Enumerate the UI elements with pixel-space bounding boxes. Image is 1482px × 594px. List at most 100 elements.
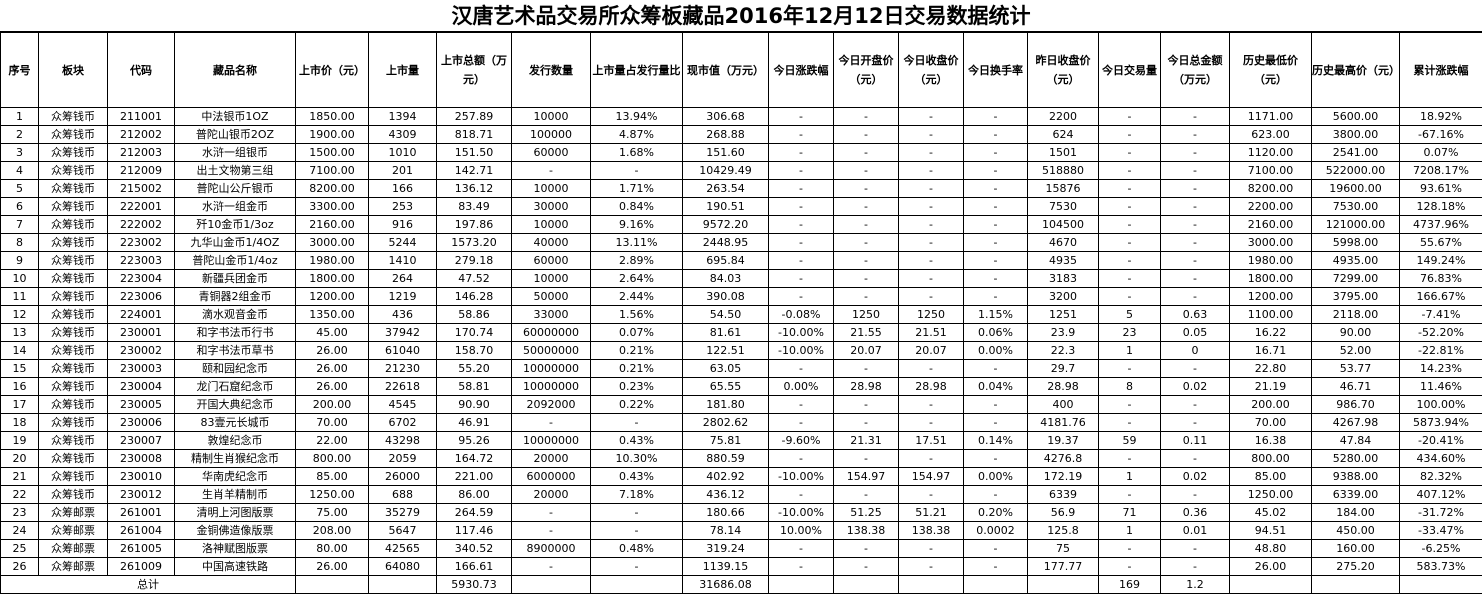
total-empty-cell	[369, 576, 437, 594]
table-cell: 4.87%	[591, 126, 683, 144]
table-cell: -	[899, 180, 964, 198]
table-cell: -9.60%	[769, 432, 834, 450]
table-cell: 0.04%	[964, 378, 1028, 396]
table-cell: 201	[369, 162, 437, 180]
table-cell: 2200.00	[1230, 198, 1312, 216]
table-cell: 48.80	[1230, 540, 1312, 558]
table-cell: 223006	[108, 288, 175, 306]
table-cell: 众筹钱币	[39, 432, 108, 450]
table-cell: -	[769, 198, 834, 216]
table-cell: 70.00	[1230, 414, 1312, 432]
table-cell: 众筹钱币	[39, 288, 108, 306]
table-cell: 众筹钱币	[39, 198, 108, 216]
table-cell: 1500.00	[296, 144, 369, 162]
table-cell: 0.02	[1161, 378, 1230, 396]
table-cell: -	[964, 126, 1028, 144]
table-cell: 583.73%	[1400, 558, 1482, 576]
table-cell: 9388.00	[1312, 468, 1400, 486]
table-cell: -	[899, 558, 964, 576]
table-cell: 211001	[108, 108, 175, 126]
table-cell: 253	[369, 198, 437, 216]
table-cell: 63.05	[683, 360, 769, 378]
table-cell: 2802.62	[683, 414, 769, 432]
column-header: 现市值（万元）	[683, 33, 769, 108]
table-cell: -	[964, 180, 1028, 198]
table-cell: 184.00	[1312, 504, 1400, 522]
table-cell: -	[769, 108, 834, 126]
table-cell: 230010	[108, 468, 175, 486]
table-cell: 5244	[369, 234, 437, 252]
table-cell: 0.84%	[591, 198, 683, 216]
table-cell: 28.98	[899, 378, 964, 396]
trade-data-table: 序号板块代码藏品名称上市价（元）上市量上市总额（万元）发行数量上市量占发行量比现…	[0, 32, 1482, 594]
table-cell: 4181.76	[1028, 414, 1099, 432]
table-cell: 275.20	[1312, 558, 1400, 576]
table-cell: 230003	[108, 360, 175, 378]
table-cell: 21	[1, 468, 39, 486]
table-cell: 2.64%	[591, 270, 683, 288]
table-cell: -	[769, 180, 834, 198]
table-cell: 51.21	[899, 504, 964, 522]
table-cell: 64080	[369, 558, 437, 576]
table-cell: 22618	[369, 378, 437, 396]
total-listing-amount: 5930.73	[437, 576, 512, 594]
table-cell: 223002	[108, 234, 175, 252]
table-cell: 9.16%	[591, 216, 683, 234]
table-cell: -	[834, 414, 899, 432]
table-cell: 清明上河图版票	[175, 504, 296, 522]
table-cell: 5	[1099, 306, 1161, 324]
table-cell: 普陀山银币2OZ	[175, 126, 296, 144]
table-cell: 15876	[1028, 180, 1099, 198]
table-cell: 7100.00	[296, 162, 369, 180]
table-cell: 50000	[512, 288, 591, 306]
table-cell: 众筹钱币	[39, 468, 108, 486]
table-cell: 普陀山金币1/4oz	[175, 252, 296, 270]
table-cell: -	[834, 162, 899, 180]
table-cell: 7100.00	[1230, 162, 1312, 180]
table-cell: -	[1161, 486, 1230, 504]
table-cell: 10000	[512, 180, 591, 198]
table-cell: 60000000	[512, 324, 591, 342]
table-cell: 10429.49	[683, 162, 769, 180]
table-cell: 85.00	[296, 468, 369, 486]
table-cell: -	[1099, 486, 1161, 504]
total-market-value: 31686.08	[683, 576, 769, 594]
table-cell: 18.92%	[1400, 108, 1482, 126]
column-header: 今日总金额（万元）	[1161, 33, 1230, 108]
table-cell: 5998.00	[1312, 234, 1400, 252]
table-cell: -	[769, 450, 834, 468]
table-cell: -	[1099, 198, 1161, 216]
table-cell: 151.50	[437, 144, 512, 162]
table-cell: 23	[1099, 324, 1161, 342]
table-cell: 8200.00	[1230, 180, 1312, 198]
table-cell: 46.91	[437, 414, 512, 432]
table-cell: 21.19	[1230, 378, 1312, 396]
total-empty-cell	[1028, 576, 1099, 594]
table-cell: 71	[1099, 504, 1161, 522]
total-empty-cell	[1230, 576, 1312, 594]
table-cell: 212002	[108, 126, 175, 144]
table-cell: 14	[1, 342, 39, 360]
table-cell: 0.00%	[964, 342, 1028, 360]
table-cell: 23	[1, 504, 39, 522]
table-cell: 1	[1099, 342, 1161, 360]
table-cell: 230012	[108, 486, 175, 504]
table-cell: -	[899, 450, 964, 468]
table-cell: 众筹钱币	[39, 126, 108, 144]
column-header: 代码	[108, 33, 175, 108]
table-cell: 55.20	[437, 360, 512, 378]
table-cell: 26.00	[296, 558, 369, 576]
table-cell: 1171.00	[1230, 108, 1312, 126]
table-cell: 40000	[512, 234, 591, 252]
table-cell: -	[964, 414, 1028, 432]
table-cell: -	[1099, 216, 1161, 234]
table-cell: 55.67%	[1400, 234, 1482, 252]
table-cell: 0.48%	[591, 540, 683, 558]
table-cell: -	[834, 216, 899, 234]
